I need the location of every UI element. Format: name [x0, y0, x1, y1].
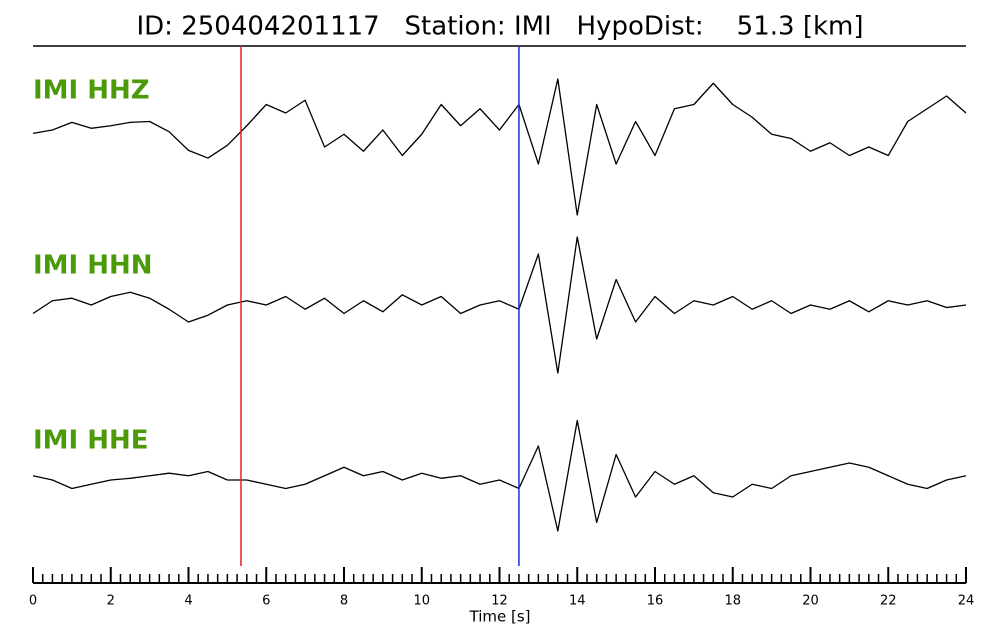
trace-label: IMI HHN: [33, 251, 153, 281]
x-tick-label: 10: [413, 594, 430, 609]
x-tick-label: 24: [958, 594, 975, 609]
waveform: [32, 78, 967, 216]
x-tick-label: 8: [340, 594, 348, 609]
x-tick-label: 0: [29, 594, 37, 609]
chart-title: ID: 250404201117 Station: IMI HypoDist: …: [136, 12, 863, 42]
trace-label: IMI HHE: [33, 426, 149, 456]
x-tick-label: 2: [107, 594, 115, 609]
waveform: [32, 236, 967, 374]
waveform: [32, 419, 967, 532]
x-tick-label: 18: [724, 594, 741, 609]
x-tick-label: 4: [184, 594, 192, 609]
trace-label: IMI HHZ: [33, 76, 150, 106]
x-tick-label: 12: [491, 594, 508, 609]
x-tick-label: 16: [647, 594, 664, 609]
x-tick-label: 14: [569, 594, 586, 609]
x-tick-label: 20: [802, 594, 819, 609]
x-tick-label: 22: [880, 594, 897, 609]
x-axis-label: Time [s]: [469, 608, 531, 626]
x-tick-label: 6: [262, 594, 270, 609]
